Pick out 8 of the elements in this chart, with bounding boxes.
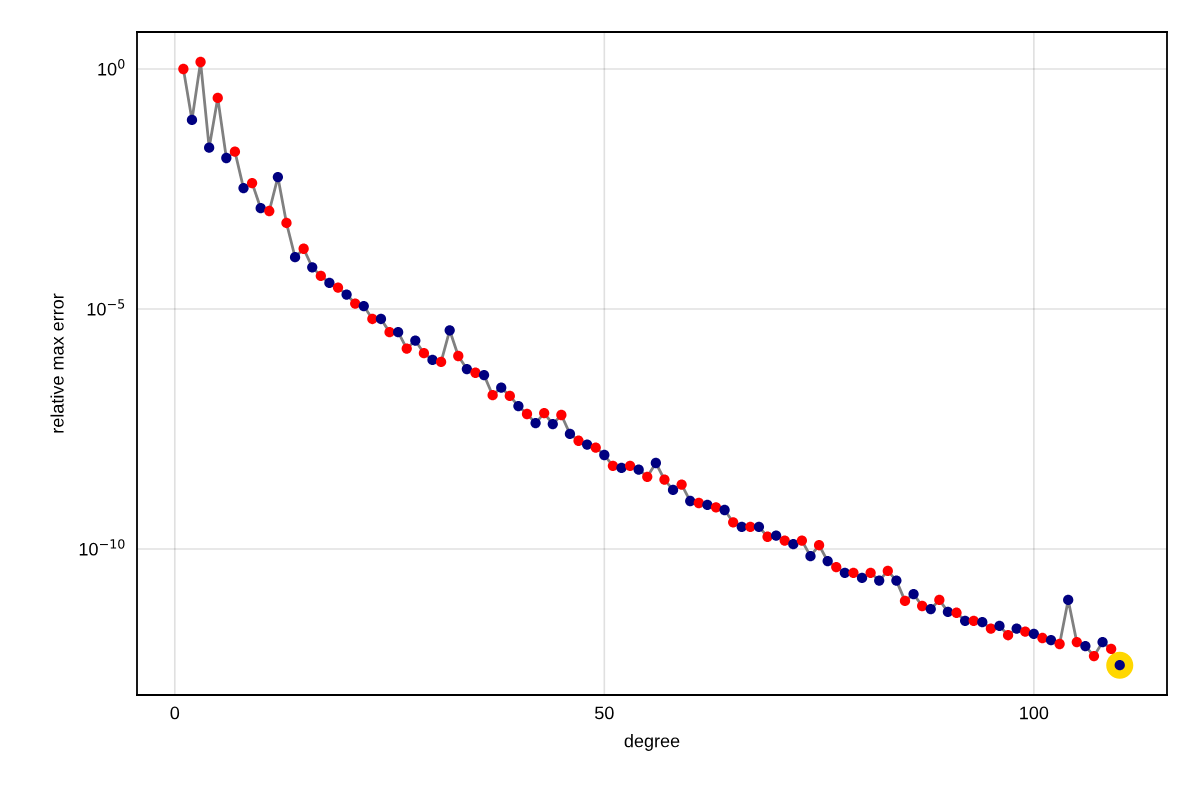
- y-tick-label: 10$^{0}$: [98, 59, 125, 76]
- x-axis-title: degree: [624, 734, 680, 751]
- y-tick-label: 10$^{−5}$: [87, 299, 125, 316]
- x-tick-label: 50: [595, 706, 614, 720]
- y-tick-label: 10$^{−10}$: [79, 539, 125, 556]
- x-tick-label: 0: [170, 706, 180, 720]
- y-axis-title: relative max error: [50, 293, 64, 433]
- x-tick-label: 100: [1020, 706, 1049, 720]
